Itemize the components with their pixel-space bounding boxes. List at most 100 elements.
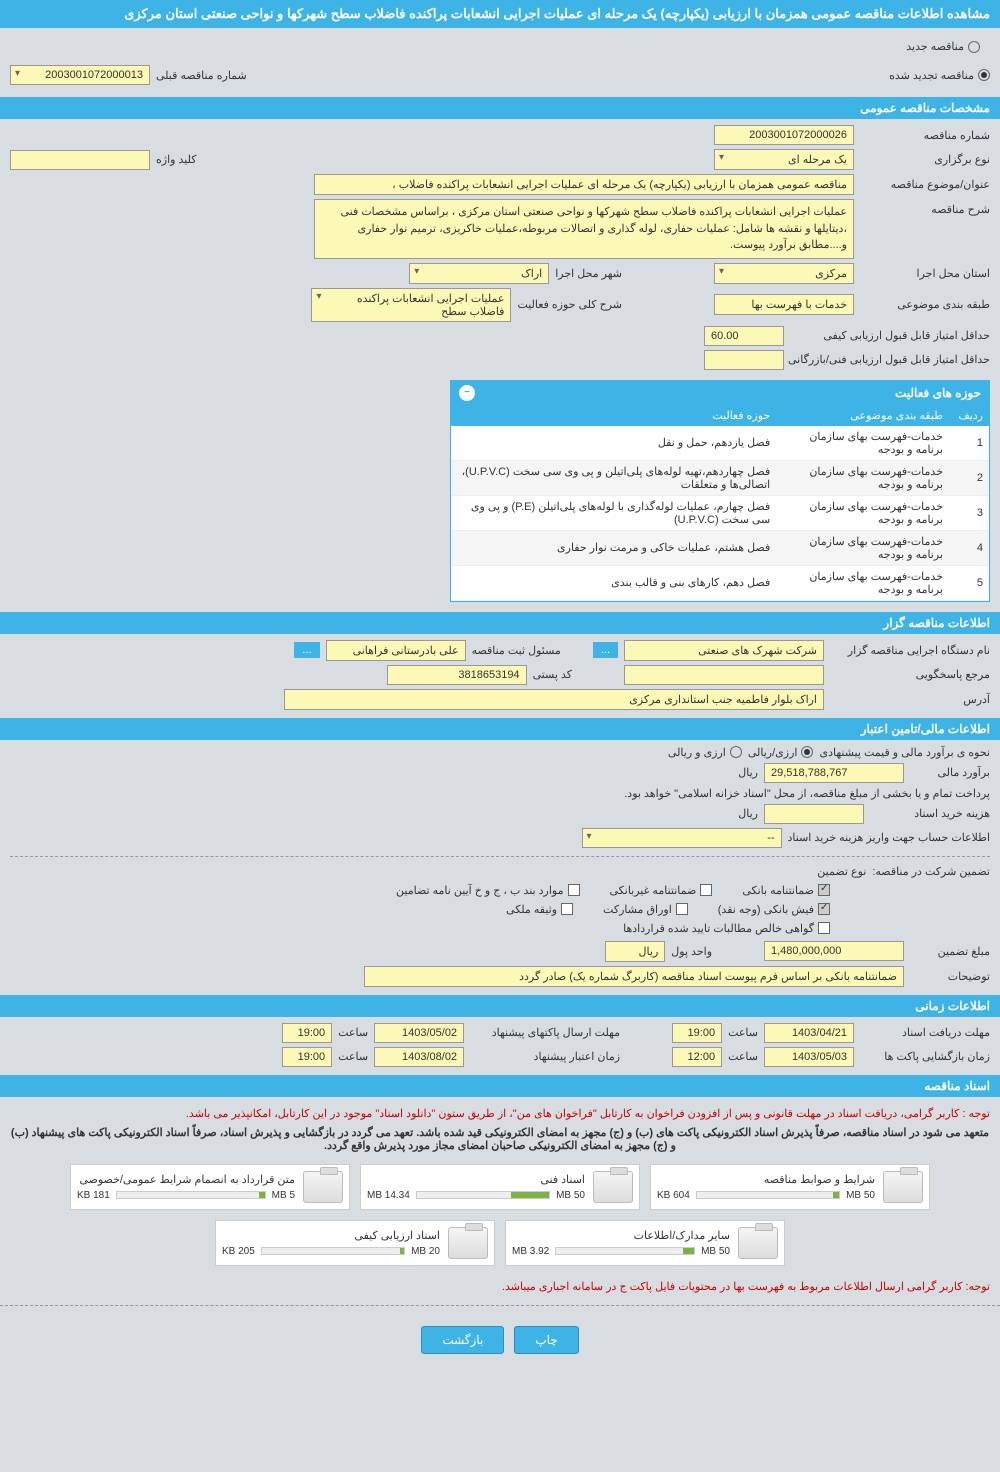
desc-label: شرح مناقصه [860, 199, 990, 216]
province-field[interactable]: مرکزی [714, 263, 854, 284]
city-field[interactable]: اراک [409, 263, 549, 284]
radio-both[interactable]: ارزی و ریالی [668, 746, 742, 759]
cb-receivables[interactable]: گواهی خالص مطالبات تایید شده قراردادها [623, 922, 830, 935]
postal-field[interactable]: 3818653194 [387, 665, 527, 685]
open-time[interactable]: 12:00 [672, 1047, 722, 1067]
cb-property[interactable]: وثیقه ملکی [506, 903, 573, 916]
keyword-label: کلید واژه [156, 153, 196, 166]
opt1-label: ارزی/ریالی [748, 746, 798, 759]
docs-note3: توجه: کاربر گرامی ارسال اطلاعات مربوط به… [0, 1276, 1000, 1297]
desc-field[interactable]: عملیات اجرایی انشعابات پراکنده فاضلاب سط… [314, 199, 854, 259]
cb-cash[interactable]: فیش بانکی (وجه نقد) [718, 903, 830, 916]
subject-label: عنوان/موضوع مناقصه [860, 178, 990, 191]
doc-max: 50 MB [701, 1246, 730, 1257]
page-title: مشاهده اطلاعات مناقصه عمومی همزمان با ار… [0, 0, 1000, 28]
validity-date[interactable]: 1403/08/02 [374, 1047, 464, 1067]
proposal-date[interactable]: 1403/05/02 [374, 1023, 464, 1043]
print-button[interactable]: چاپ [514, 1326, 578, 1354]
prev-number-label: شماره مناقصه قبلی [156, 69, 247, 82]
refer-label: مرجع پاسخگویی [830, 668, 990, 681]
address-label: آدرس [830, 693, 990, 706]
doc-size: 181 KB [77, 1190, 110, 1201]
proposal-time[interactable]: 19:00 [282, 1023, 332, 1043]
postal-label: کد پستی [533, 668, 572, 681]
cb-nonbank[interactable]: ضمانتنامه غیربانکی [610, 884, 713, 897]
guarantee-amount-field[interactable]: 1,480,000,000 [764, 941, 904, 961]
g4-label: فیش بانکی (وجه نقد) [718, 903, 814, 916]
activity-scope-field[interactable]: عملیات اجرایی انشعابات پراکنده فاضلاب سط… [311, 288, 511, 322]
unit-field: ریال [605, 941, 665, 962]
refer-field[interactable] [624, 665, 824, 685]
table-row: 5خدمات-فهرست بهای سازمان برنامه و بودجهف… [451, 565, 989, 600]
doc-max: 20 MB [411, 1246, 440, 1257]
cb-bank-guarantee[interactable]: ضمانتنامه بانکی [742, 884, 830, 897]
city-label: شهر محل اجرا [555, 267, 622, 280]
prev-number-field[interactable]: 2003001072000013 [10, 65, 150, 85]
section-general: مشخصات مناقصه عمومی [0, 97, 1000, 119]
unit-label: واحد پول [671, 945, 712, 958]
doc-item[interactable]: متن قرارداد به انضمام شرایط عمومی/خصوصی … [70, 1164, 350, 1210]
doc-title: اسناد فنی [367, 1173, 585, 1186]
min-tech-field[interactable] [704, 350, 784, 370]
cb-clauses[interactable]: موارد بند ب ، ج و خ آیین نامه تضامین [396, 884, 579, 897]
open-label: زمان بازگشایی پاکت ها [860, 1050, 990, 1063]
progress-bar [416, 1191, 550, 1199]
opt2-label: ارزی و ریالی [668, 746, 726, 759]
radio-new-label: مناقصه جدید [906, 40, 964, 53]
subject-field[interactable]: مناقصه عمومی همزمان با ارزیابی (یکپارچه)… [314, 174, 854, 195]
folder-icon [448, 1227, 488, 1259]
doc-title: سایر مدارک/اطلاعات [512, 1229, 730, 1242]
doc-title: متن قرارداد به انضمام شرایط عمومی/خصوصی [77, 1173, 295, 1186]
radio-renewed-label: مناقصه تجدید شده [889, 69, 974, 82]
doc-receipt-time[interactable]: 19:00 [672, 1023, 722, 1043]
guarantee-label: تضمین شرکت در مناقصه: [872, 865, 990, 878]
exec-lookup-button[interactable]: ... [593, 642, 618, 658]
guarantee-type-label: نوع تضمین [817, 865, 866, 878]
table-row: 2خدمات-فهرست بهای سازمان برنامه و بودجهف… [451, 460, 989, 495]
doc-item[interactable]: سایر مدارک/اطلاعات 50 MB 3.92 MB [505, 1220, 785, 1266]
doc-cost-field[interactable] [764, 804, 864, 824]
min-qual-field[interactable]: 60.00 [704, 326, 784, 346]
min-tech-label: حداقل امتیاز قابل قبول ارزیابی فنی/بازرگ… [790, 353, 990, 366]
validity-time[interactable]: 19:00 [282, 1047, 332, 1067]
doc-title: شرایط و ضوابط مناقصه [657, 1173, 875, 1186]
th-scope: حوزه فعالیت [451, 405, 776, 426]
holding-type-field[interactable]: یک مرحله ای [714, 149, 854, 170]
validity-label: زمان اعتبار پیشنهاد [470, 1050, 620, 1063]
collapse-icon[interactable]: − [459, 385, 475, 401]
validity-time-label: ساعت [338, 1050, 368, 1063]
address-field[interactable]: اراک بلوار فاطمیه جنب استانداری مرکزی [284, 689, 824, 710]
activity-table-title: حوزه های فعالیت [895, 386, 981, 400]
section-organizer: اطلاعات مناقصه گزار [0, 612, 1000, 634]
account-field[interactable]: -- [582, 828, 782, 848]
doc-title: اسناد ارزیابی کیفی [222, 1229, 440, 1242]
account-label: اطلاعات حساب جهت واریز هزینه خرید اسناد [788, 831, 990, 844]
category-field: خدمات با فهرست بها [714, 294, 854, 315]
doc-item[interactable]: اسناد فنی 50 MB 14.34 MB [360, 1164, 640, 1210]
proposal-time-label: ساعت [338, 1026, 368, 1039]
doc-max: 50 MB [846, 1190, 875, 1201]
doc-receipt-date[interactable]: 1403/04/21 [764, 1023, 854, 1043]
doc-receipt-label: مهلت دریافت اسناد [860, 1026, 990, 1039]
doc-item[interactable]: اسناد ارزیابی کیفی 20 MB 205 KB [215, 1220, 495, 1266]
doc-item[interactable]: شرایط و ضوابط مناقصه 50 MB 604 KB [650, 1164, 930, 1210]
open-date[interactable]: 1403/05/03 [764, 1047, 854, 1067]
province-label: استان محل اجرا [860, 267, 990, 280]
category-label: طبقه بندی موضوعی [860, 298, 990, 311]
progress-bar [261, 1247, 405, 1255]
radio-rial[interactable]: ارزی/ریالی [748, 746, 814, 759]
notes-field[interactable]: ضمانتنامه بانکی بر اساس فرم پیوست اسناد … [364, 966, 904, 987]
back-button[interactable]: بازگشت [421, 1326, 504, 1354]
table-row: 4خدمات-فهرست بهای سازمان برنامه و بودجهف… [451, 530, 989, 565]
docs-note2: متعهد می شود در اسناد مناقصه، صرفاً پذیر… [0, 1124, 1000, 1154]
keyword-field[interactable] [10, 150, 150, 170]
estimate-field[interactable]: 29,518,788,767 [764, 763, 904, 783]
radio-new-tender[interactable]: مناقصه جدید [906, 40, 980, 53]
cb-bonds[interactable]: اوراق مشارکت [603, 903, 688, 916]
tender-number-field: 2003001072000026 [714, 125, 854, 145]
method-label: نحوه ی برآورد مالی و قیمت پیشنهادی [819, 746, 990, 759]
resp-lookup-button[interactable]: ... [294, 642, 319, 658]
holding-type-label: نوع برگزاری [860, 153, 990, 166]
resp-field: علی بادرستانی فراهانی [326, 640, 466, 661]
radio-renewed-tender[interactable]: مناقصه تجدید شده [889, 69, 990, 82]
